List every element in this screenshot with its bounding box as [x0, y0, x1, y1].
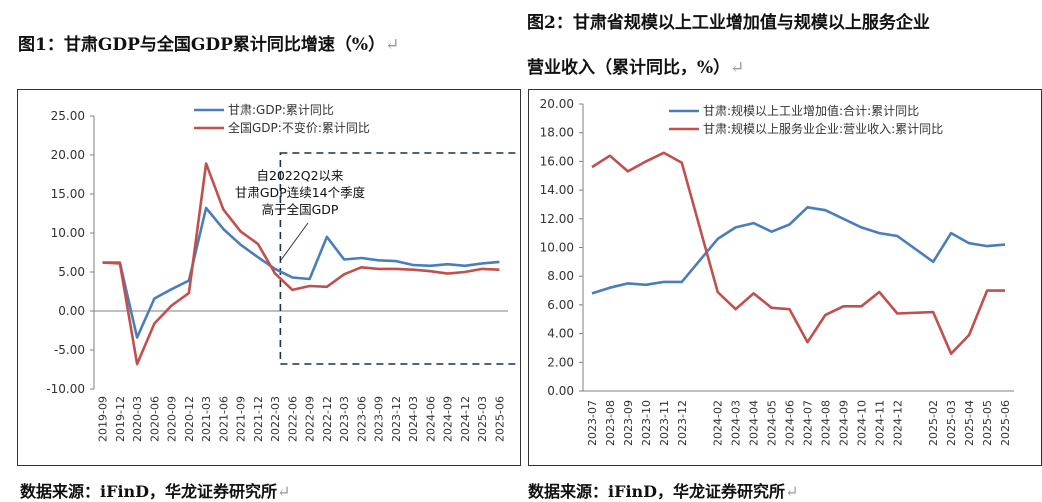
y-tick-label: -10.00 [46, 382, 85, 396]
x-tick-label: 2020-06 [148, 396, 161, 442]
x-tick-label: 2024-02 [712, 400, 725, 446]
x-tick-label: 2020-12 [183, 396, 196, 442]
x-tick-label: 2023-03 [338, 396, 351, 442]
x-tick-label: 2021-03 [200, 396, 213, 442]
x-tick-label: 2025-06 [493, 396, 506, 442]
y-tick-label: 15.00 [51, 187, 85, 201]
x-tick-label: 2025-03 [476, 396, 489, 442]
y-tick-label: 0.00 [547, 384, 574, 398]
y-tick-label: 20.00 [540, 97, 574, 111]
x-tick-label: 2021-09 [235, 396, 248, 442]
series-line-1 [591, 206, 1006, 295]
x-tick-label: 2025-06 [999, 400, 1012, 446]
x-tick-label: 2019-09 [97, 396, 110, 442]
x-tick-label: 2024-05 [766, 400, 779, 446]
x-tick-label: 2024-09 [442, 396, 455, 442]
y-tick-label: 14.00 [540, 183, 574, 197]
y-tick-label: 20.00 [51, 148, 85, 162]
x-tick-label: 2025-02 [927, 400, 940, 446]
x-tick-label: 2021-12 [252, 396, 265, 442]
y-tick-label: 5.00 [58, 265, 85, 279]
x-tick-label: 2025-04 [963, 400, 976, 446]
y-tick-label: 12.00 [540, 212, 574, 226]
y-tick-label: 18.00 [540, 126, 574, 140]
x-tick-label: 2023-07 [586, 400, 599, 446]
right-chart-title-line2: 营业收入（累计同比，%）↵ [527, 58, 745, 78]
y-tick-label: 16.00 [540, 154, 574, 168]
x-tick-label: 2024-03 [730, 400, 743, 446]
x-tick-label: 2024-03 [407, 396, 420, 442]
legend-label: 全国GDP:不变价:累计同比 [228, 120, 370, 135]
x-tick-label: 2025-03 [945, 400, 958, 446]
x-tick-label: 2023-09 [373, 396, 386, 442]
x-tick-label: 2024-09 [837, 400, 850, 446]
x-tick-label: 2022-06 [286, 396, 299, 442]
return-mark: ↵ [385, 35, 400, 55]
series-line-1 [102, 206, 500, 339]
x-tick-label: 2022-09 [304, 396, 317, 442]
x-tick-label: 2023-09 [622, 400, 635, 446]
x-tick-label: 2023-11 [658, 400, 671, 446]
y-tick-label: 2.00 [547, 355, 574, 369]
left-source: 数据来源：iFinD，华龙证券研究所↵ [20, 482, 291, 501]
left-chart-title: 图1：甘肃GDP与全国GDP累计同比增速（%）↵ [18, 35, 400, 55]
x-tick-label: 2024-11 [873, 400, 886, 446]
annotation-box [279, 152, 518, 365]
legend-label: 甘肃:规模以上服务业企业:营业收入:累计同比 [703, 121, 943, 136]
annotation-text: 自2022Q2以来 [256, 168, 344, 183]
x-tick-label: 2022-12 [321, 396, 334, 442]
x-tick-label: 2023-08 [604, 400, 617, 446]
annotation-text: 甘肃GDP连续14个季度 [235, 185, 366, 200]
x-tick-label: 2024-06 [784, 400, 797, 446]
x-tick-label: 2024-07 [801, 400, 814, 446]
x-tick-label: 2024-06 [424, 396, 437, 442]
series-line-2 [102, 162, 500, 366]
y-tick-label: -5.00 [54, 343, 85, 357]
left-chart-frame [17, 89, 521, 466]
x-tick-label: 2023-12 [676, 400, 689, 446]
y-tick-label: 25.00 [51, 109, 85, 123]
x-tick-label: 2023-12 [390, 396, 403, 442]
right-line-chart: 20.00 18.00 16.00 14.00 12.00 10.00 8.00 6.00 4.… [540, 97, 1014, 446]
legend-label: 甘肃:GDP:累计同比 [228, 103, 334, 117]
x-tick-label: 2024-08 [819, 400, 832, 446]
x-tick-label: 2022-03 [269, 396, 282, 442]
x-tick-label: 2024-12 [891, 400, 904, 446]
left-line-chart: 25.00 20.00 15.00 10.00 5.00 0.00 -5.00 -10.00 2… [46, 103, 518, 442]
annotation-text: 高于全国GDP [262, 202, 339, 217]
x-tick-label: 2023-06 [355, 396, 368, 442]
x-tick-label: 2024-12 [459, 396, 472, 442]
y-tick-label: 0.00 [58, 304, 85, 318]
y-tick-label: 10.00 [51, 226, 85, 240]
x-tick-label: 2020-09 [166, 396, 179, 442]
x-tick-label: 2024-10 [855, 400, 868, 446]
y-tick-label: 10.00 [540, 241, 574, 255]
annotation-arrow [280, 222, 309, 261]
right-chart-title-line1: 图2：甘肃省规模以上工业增加值与规模以上服务企业 [527, 13, 930, 33]
right-source: 数据来源：iFinD，华龙证券研究所↵ [528, 482, 799, 501]
x-tick-label: 2023-10 [640, 400, 653, 446]
y-tick-label: 4.00 [547, 327, 574, 341]
y-tick-label: 6.00 [547, 298, 574, 312]
y-tick-label: 8.00 [547, 269, 574, 283]
legend-label: 甘肃:规模以上工业增加值:合计:累计同比 [703, 103, 919, 118]
x-tick-label: 2020-03 [131, 396, 144, 442]
x-tick-label: 2024-04 [748, 400, 761, 446]
x-tick-label: 2025-05 [981, 400, 994, 446]
x-tick-label: 2019-12 [114, 396, 127, 442]
x-tick-label: 2021-06 [217, 396, 230, 442]
series-line-2 [591, 151, 1005, 355]
